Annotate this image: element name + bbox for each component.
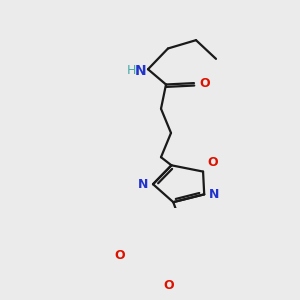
Text: O: O — [163, 279, 174, 292]
Text: O: O — [199, 76, 210, 90]
Text: O: O — [114, 249, 124, 262]
Text: O: O — [207, 156, 218, 169]
Text: N: N — [209, 188, 220, 201]
Text: H: H — [127, 64, 136, 77]
Text: N: N — [138, 178, 148, 191]
Text: N: N — [134, 64, 146, 78]
